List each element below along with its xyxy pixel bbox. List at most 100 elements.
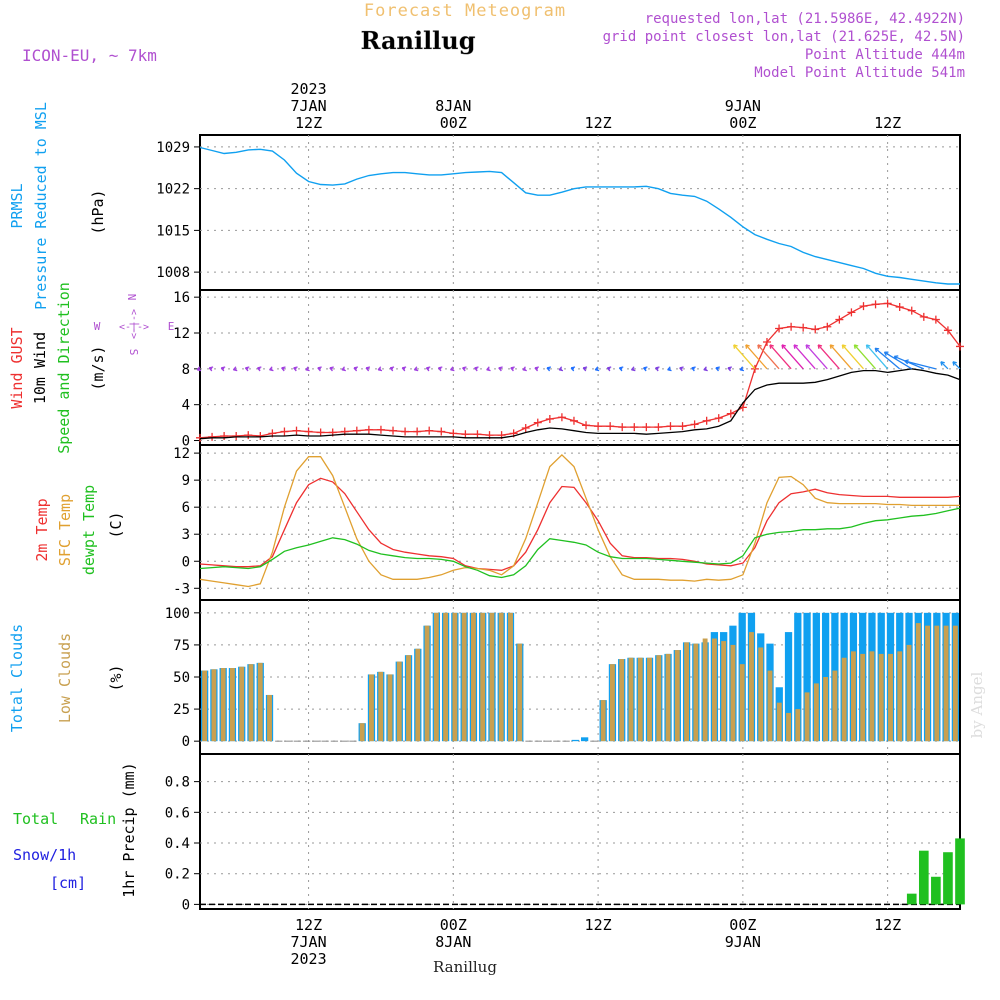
wind-arrow-head [618, 366, 624, 372]
low-cloud-bar [832, 670, 838, 742]
low-cloud-bar [758, 647, 764, 742]
wind-label: 10m Wind [31, 332, 49, 404]
wind-arrow-head [667, 366, 672, 372]
bottom-time-label: 9JAN [725, 933, 761, 951]
wind-arrow-head [817, 344, 823, 349]
wind-arrow-head [739, 366, 745, 372]
ytick-label-precip: 0.2 [165, 867, 190, 883]
wind-arrow-head [498, 366, 503, 372]
ytick-label-temp: 6 [182, 500, 190, 516]
low-cloud-bar [693, 643, 699, 742]
ytick-label-precip: 0.4 [165, 836, 190, 852]
wind-arrow-head [437, 366, 443, 372]
ytick-label-pressure: 1022 [156, 182, 190, 198]
top-time-label: 12Z [874, 114, 901, 132]
wind-direction-arrow [757, 344, 780, 370]
low-cloud-bar [776, 702, 782, 742]
wind-arrow-head [474, 366, 479, 372]
low-cloud-bar [517, 643, 523, 742]
low-cloud-bar [480, 612, 486, 742]
top-time-label: 12Z [585, 114, 612, 132]
wind-direction-arrow [841, 344, 864, 370]
wind-arrow-head [874, 347, 880, 353]
pressure-line [199, 146, 960, 285]
gust-marker [594, 422, 603, 431]
gust-marker [280, 427, 289, 436]
wind-arrow-head [679, 366, 684, 372]
low-cloud-bar [489, 612, 495, 742]
wind-arrow-head [865, 344, 871, 349]
total-cloud-bar [784, 632, 793, 742]
gust-marker [895, 303, 904, 312]
ytick-label-pressure: 1015 [156, 223, 190, 239]
gust-marker [316, 428, 325, 437]
wind-direction-arrow [874, 347, 901, 370]
wind-arrow-head [769, 344, 774, 349]
compass-s: S [127, 349, 140, 356]
low-cloud-bar [248, 664, 254, 742]
axes-layer: 10081015102210290481216-3036912025507510… [156, 80, 961, 968]
wind-direction-arrow [745, 344, 768, 370]
gust-marker [907, 306, 916, 315]
rain-bar [918, 850, 929, 905]
low-cloud-bar [267, 694, 272, 742]
low-cloud-bar [628, 657, 634, 742]
low-cloud-bar [220, 668, 226, 742]
total-cloud-bar [812, 612, 820, 742]
ytick-label-temp: 12 [173, 446, 190, 462]
rain-bar [943, 852, 953, 905]
wind-arrow-head [893, 355, 899, 361]
low-cloud-bar [711, 638, 717, 742]
wind-arrow-head [703, 366, 708, 372]
wind-arrow-head [805, 344, 811, 349]
low-cloud-bar [202, 670, 208, 742]
gust-marker [714, 414, 723, 423]
wind-arrow-head [643, 366, 648, 372]
low-cloud-bar [739, 664, 745, 742]
gust-marker [389, 426, 398, 435]
gust-marker [859, 302, 868, 311]
wind-arrow-head [582, 366, 588, 372]
low-cloud-bar [934, 625, 940, 742]
wind-arrow-head [745, 344, 750, 349]
gust-marker [956, 342, 964, 351]
low-cloud-bar [378, 671, 384, 742]
wind-arrow-head [733, 344, 738, 349]
wind-direction-arrow [829, 344, 852, 370]
wind-arrow-head [781, 344, 787, 349]
wind-arrow-head [196, 366, 202, 372]
sfc-temp-label: SFC Temp [56, 494, 74, 566]
gust-marker [835, 315, 844, 324]
top-time-label: 7JAN [291, 97, 327, 115]
wind-arrow-head [305, 366, 310, 372]
gust-marker [533, 418, 542, 427]
rain-bar [955, 838, 965, 905]
low-cloud-bar [424, 625, 430, 742]
gust-marker [557, 413, 566, 422]
location-title: Ranillug [360, 26, 475, 55]
gust-marker [702, 416, 711, 425]
low-cloud-bar [406, 655, 411, 742]
total-cloud-bar [794, 612, 802, 742]
low-cloud-bar [647, 657, 652, 742]
wind-arrow-head [904, 359, 909, 365]
gust-marker [352, 426, 361, 435]
low-cloud-bar [433, 612, 439, 742]
ytick-label-wind: 8 [182, 362, 190, 378]
ytick-label-precip: 0 [182, 897, 190, 913]
wind-arrow-head [329, 366, 334, 372]
wind-arrow-head [522, 366, 527, 372]
total-clouds-label: Total Clouds [8, 624, 26, 732]
gust-marker [678, 422, 687, 431]
low-cloud-bar [610, 664, 615, 742]
wind-arrow-head [570, 366, 576, 372]
gust-marker [473, 430, 482, 439]
wind-arrow-head [281, 366, 286, 372]
bottom-time-label: 12Z [874, 916, 901, 934]
gust-marker [775, 324, 784, 333]
gust-marker [304, 427, 313, 436]
low-cloud-bar [878, 653, 884, 742]
ytick-label-pressure: 1008 [156, 265, 190, 281]
wind-arrow-head [317, 366, 322, 372]
ytick-label-clouds: 0 [182, 734, 190, 750]
